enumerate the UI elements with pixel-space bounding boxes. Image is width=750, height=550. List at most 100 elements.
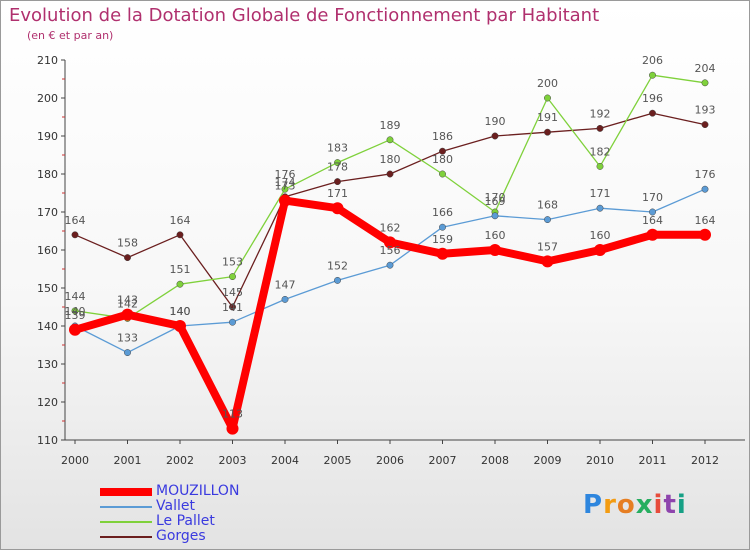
data-point-gorges-2000 [71,231,79,239]
data-label-le-pallet-2006: 189 [380,119,401,132]
data-point-vallet-2001 [124,349,131,357]
y-tick-label-210: 210 [37,54,58,67]
data-label-vallet-2004: 147 [275,278,296,291]
data-point-vallet-2005 [334,276,341,284]
x-tick-label-2009: 2009 [534,454,562,467]
data-label-gorges-2003: 145 [222,286,243,299]
data-point-vallet-2009 [544,216,551,224]
legend-label-vallet: Vallet [156,498,195,514]
data-point-gorges-2001 [124,254,131,262]
data-point-vallet-2010 [596,204,604,212]
data-label-gorges-2010: 192 [590,107,611,120]
data-point-le-pallet-2002 [176,280,184,288]
legend-swatch-le-pallet [100,520,152,523]
data-label-vallet-2009: 168 [537,199,558,212]
y-tick-label-140: 140 [37,320,58,333]
x-tick-label-2003: 2003 [219,454,247,467]
data-point-mouzillon-2005 [331,202,344,215]
data-label-gorges-2008: 190 [485,115,506,128]
x-tick-label-2005: 2005 [324,454,352,467]
data-point-le-pallet-2012 [701,79,709,87]
legend-label-mouzillon: MOUZILLON [156,483,240,499]
data-point-le-pallet-2010 [596,162,604,170]
data-point-vallet-2006 [386,261,394,269]
data-label-le-pallet-2004: 176 [275,168,296,181]
data-label-vallet-2002: 140 [170,305,191,318]
data-label-gorges-2001: 158 [117,237,138,250]
data-label-le-pallet-2012: 204 [695,62,716,75]
legend-label-gorges: Gorges [156,528,206,544]
chart-subtitle: (en € et par an) [27,29,114,42]
data-label-vallet-2007: 166 [432,206,453,219]
data-label-le-pallet-2007: 180 [432,153,453,166]
data-label-mouzillon-2008: 160 [485,229,506,242]
x-tick-label-2012: 2012 [691,454,719,467]
data-label-mouzillon-2006: 162 [380,221,401,234]
data-label-mouzillon-2012: 164 [695,214,716,227]
legend-swatch-vallet [100,505,152,508]
data-point-gorges-2009 [544,128,551,136]
data-label-le-pallet-2001: 142 [117,297,138,310]
data-label-gorges-2007: 186 [432,130,453,143]
legend-swatch-mouzillon [100,487,152,496]
data-point-mouzillon-2004 [279,194,291,207]
y-tick-label-200: 200 [37,92,58,105]
legend-label-le-pallet: Le Pallet [156,513,215,529]
data-point-gorges-2008 [491,132,499,140]
y-tick-label-130: 130 [37,358,58,371]
data-point-le-pallet-2007 [439,170,446,178]
x-tick-label-2004: 2004 [271,454,299,467]
legend-swatch-gorges [100,535,152,538]
data-point-le-pallet-2011 [649,71,656,79]
data-label-gorges-2000: 164 [65,214,86,227]
data-point-gorges-2010 [596,124,604,132]
y-tick-label-120: 120 [37,396,58,409]
data-label-vallet-2010: 171 [590,187,611,200]
y-tick-label-180: 180 [37,168,58,181]
data-label-vallet-2000: 140 [65,305,86,318]
data-label-mouzillon-2000: 139 [65,309,86,322]
data-label-le-pallet-2005: 183 [327,142,348,155]
data-point-gorges-2005 [334,178,341,186]
x-tick-label-2010: 2010 [586,454,614,467]
proxiti-logo: Proxiti [583,490,687,520]
data-point-le-pallet-2009 [544,94,551,102]
data-label-mouzillon-2004: 173 [275,180,296,193]
y-tick-label-190: 190 [37,130,58,143]
data-point-le-pallet-2005 [334,159,341,167]
data-label-le-pallet-2003: 153 [222,256,243,269]
data-point-mouzillon-2008 [489,244,501,256]
data-point-gorges-2011 [649,109,656,117]
x-tick-label-2006: 2006 [376,454,404,467]
data-point-mouzillon-2002 [174,320,186,332]
data-point-mouzillon-2001 [121,308,134,321]
data-point-le-pallet-2004 [281,185,289,193]
data-point-vallet-2007 [439,223,446,231]
data-label-le-pallet-2010: 182 [590,145,611,158]
x-tick-label-2011: 2011 [639,454,667,467]
y-tick-label-170: 170 [37,206,58,219]
data-label-le-pallet-2008: 170 [485,191,506,204]
data-point-mouzillon-2000 [69,323,81,336]
y-tick-label-160: 160 [37,244,58,257]
data-label-gorges-2012: 193 [695,104,716,117]
data-label-mouzillon-2002: 140 [170,305,191,318]
series-line-le-pallet [74,74,706,320]
data-label-vallet-2012: 176 [695,168,716,181]
data-label-mouzillon-2010: 160 [590,229,611,242]
data-label-gorges-2011: 196 [642,92,663,105]
data-label-gorges-2002: 164 [170,214,191,227]
data-point-le-pallet-2003 [229,273,236,281]
data-label-vallet-2006: 156 [380,244,401,257]
data-label-vallet-2011: 170 [642,191,663,204]
data-point-gorges-2003 [229,303,236,311]
x-tick-label-2000: 2000 [61,454,89,467]
data-point-vallet-2004 [281,295,289,303]
data-label-vallet-2001: 133 [117,332,138,345]
data-label-le-pallet-2002: 151 [170,263,191,276]
data-label-mouzillon-2005: 171 [327,187,348,200]
data-label-le-pallet-2009: 200 [537,77,558,90]
data-point-gorges-2006 [386,170,394,178]
x-tick-label-2008: 2008 [481,454,509,467]
